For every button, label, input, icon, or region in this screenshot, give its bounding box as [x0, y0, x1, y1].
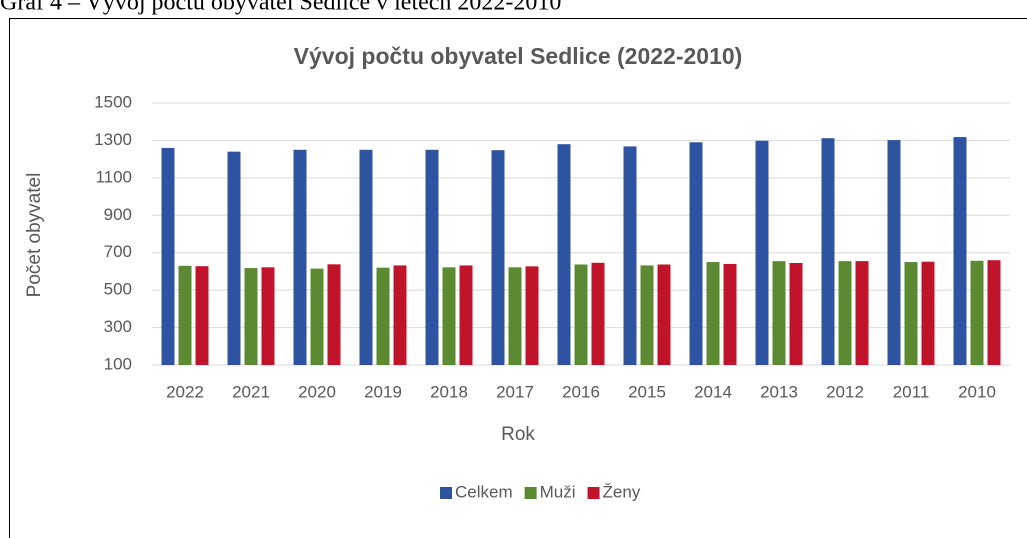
- bar: [987, 260, 1001, 365]
- bar: [508, 267, 522, 365]
- bar: [855, 261, 869, 365]
- x-tick-label: 2015: [628, 382, 666, 401]
- bar: [425, 149, 439, 365]
- x-tick-label: 2016: [562, 382, 600, 401]
- x-tick-label: 2017: [496, 382, 534, 401]
- bar: [161, 147, 175, 365]
- bar: [821, 138, 835, 365]
- y-axis-label: Počet obyvatel: [24, 173, 45, 298]
- bar: [359, 149, 373, 365]
- x-tick-label: 2020: [298, 382, 336, 401]
- x-tick-label: 2021: [232, 382, 270, 401]
- legend-swatch: [587, 487, 600, 499]
- bar: [953, 137, 967, 365]
- x-tick-label: 2013: [760, 382, 798, 401]
- legend-label: Celkem: [455, 482, 513, 501]
- bar: [227, 151, 241, 365]
- legend-label: Muži: [540, 482, 576, 501]
- bar: [623, 146, 637, 365]
- bar: [244, 268, 258, 365]
- y-tick-label: 100: [104, 354, 132, 373]
- y-tick-label: 1300: [94, 130, 132, 149]
- bar: [195, 266, 209, 365]
- bar: [970, 260, 984, 365]
- bar: [755, 140, 769, 365]
- bar: [442, 267, 456, 365]
- bar: [789, 263, 803, 365]
- bar: [491, 150, 505, 365]
- x-tick-label: 2011: [893, 382, 930, 401]
- legend-label: Ženy: [603, 482, 641, 501]
- bar: [921, 261, 935, 365]
- x-axis-label: Rok: [501, 424, 535, 445]
- bar: [293, 149, 307, 365]
- y-tick-label: 1100: [95, 167, 132, 186]
- caption: Graf 4 – Vývoj počtu obyvatel Sedlice v …: [0, 0, 561, 16]
- x-tick-label: 2012: [826, 382, 864, 401]
- bar: [772, 261, 786, 365]
- y-tick-label: 900: [104, 205, 132, 224]
- bar: [178, 265, 192, 365]
- bar: [574, 264, 588, 365]
- chart-title: Vývoj počtu obyvatel Sedlice (2022-2010): [294, 43, 743, 69]
- y-tick-label: 1500: [94, 92, 132, 111]
- x-tick-label: 2018: [430, 382, 468, 401]
- legend-swatch: [440, 487, 452, 499]
- bar: [459, 265, 473, 365]
- x-tick-label: 2014: [694, 382, 732, 401]
- bar: [393, 265, 407, 365]
- y-tick-label: 300: [104, 317, 132, 336]
- bar: [838, 261, 852, 365]
- bar: [640, 265, 654, 365]
- bar: [723, 263, 737, 365]
- bar: [261, 267, 275, 365]
- bar: [904, 262, 918, 365]
- bar: [557, 144, 571, 365]
- bar: [327, 264, 341, 365]
- bar: [525, 266, 539, 365]
- bar: [310, 268, 324, 365]
- y-tick-label: 700: [104, 242, 132, 261]
- y-tick-label: 500: [104, 280, 132, 299]
- bar: [689, 142, 703, 365]
- legend-swatch: [524, 487, 537, 499]
- x-tick-label: 2022: [166, 382, 204, 401]
- bar: [887, 140, 901, 365]
- x-tick-label: 2010: [958, 382, 996, 401]
- bar: [706, 262, 720, 365]
- x-tick-label: 2019: [364, 382, 402, 401]
- bar: [376, 267, 390, 365]
- bar: [591, 262, 605, 365]
- bar: [657, 264, 671, 365]
